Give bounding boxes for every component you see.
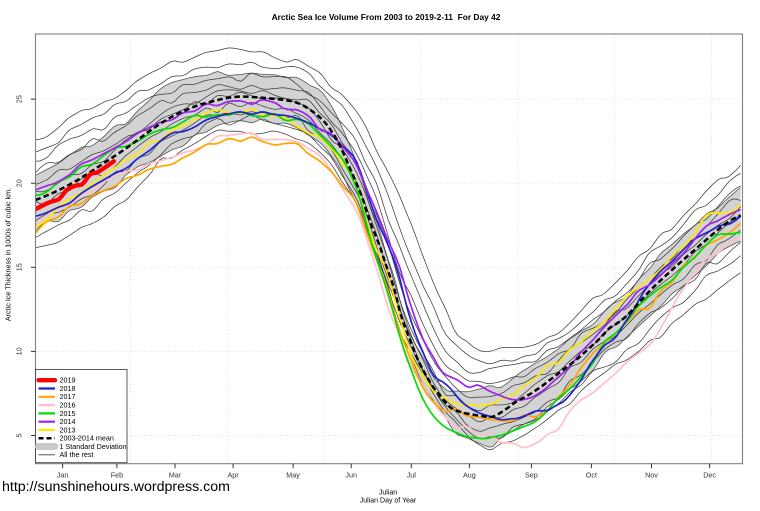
- svg-text:Mar: Mar: [169, 471, 182, 480]
- svg-text:25: 25: [15, 95, 24, 103]
- svg-text:2003-2014 mean: 2003-2014 mean: [60, 434, 114, 443]
- svg-text:5: 5: [15, 434, 24, 438]
- svg-text:2016: 2016: [60, 401, 76, 410]
- svg-text:Apr: Apr: [228, 471, 240, 480]
- svg-text:2014: 2014: [60, 417, 76, 426]
- svg-text:Julian: Julian: [379, 489, 397, 496]
- svg-text:Dec: Dec: [703, 471, 716, 480]
- svg-text:Jun: Jun: [345, 471, 357, 480]
- svg-text:All the rest: All the rest: [60, 450, 94, 459]
- svg-text:Julian Day of Year: Julian Day of Year: [360, 498, 417, 505]
- svg-text:Feb: Feb: [111, 471, 123, 480]
- svg-text:2013: 2013: [60, 425, 76, 434]
- svg-text:2019: 2019: [60, 376, 76, 385]
- svg-text:10: 10: [15, 347, 24, 355]
- svg-text:May: May: [286, 471, 300, 480]
- svg-text:2018: 2018: [60, 384, 76, 393]
- svg-text:Nov: Nov: [645, 471, 658, 480]
- svg-text:2015: 2015: [60, 409, 76, 418]
- svg-text:20: 20: [15, 179, 24, 187]
- svg-text:2017: 2017: [60, 392, 76, 401]
- svg-text:Arctic Sea Ice Volume From 200: Arctic Sea Ice Volume From 2003 to 2019-…: [272, 12, 501, 22]
- svg-text:15: 15: [15, 263, 24, 271]
- svg-text:http://sunshinehours.wordpress: http://sunshinehours.wordpress.com: [2, 479, 230, 495]
- svg-text:Sep: Sep: [525, 471, 538, 480]
- svg-text:1 Standard Deviation: 1 Standard Deviation: [60, 442, 127, 451]
- svg-text:Jan: Jan: [57, 471, 69, 480]
- svg-text:Aug: Aug: [463, 471, 476, 480]
- svg-text:Arctic Ice Thickness in 1000s: Arctic Ice Thickness in 1000s of cubic k…: [4, 188, 13, 321]
- svg-text:Jul: Jul: [407, 471, 417, 480]
- svg-text:Oct: Oct: [586, 471, 597, 480]
